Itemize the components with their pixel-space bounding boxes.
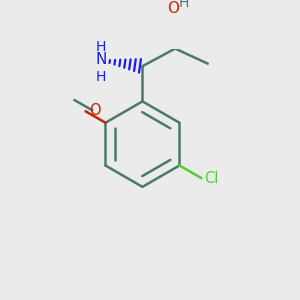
- Text: N: N: [95, 52, 107, 68]
- Text: O: O: [90, 103, 101, 118]
- Text: Cl: Cl: [204, 171, 218, 186]
- Text: H: H: [96, 70, 106, 84]
- Text: O: O: [167, 1, 178, 16]
- Text: H: H: [179, 0, 189, 10]
- Text: H: H: [96, 40, 106, 54]
